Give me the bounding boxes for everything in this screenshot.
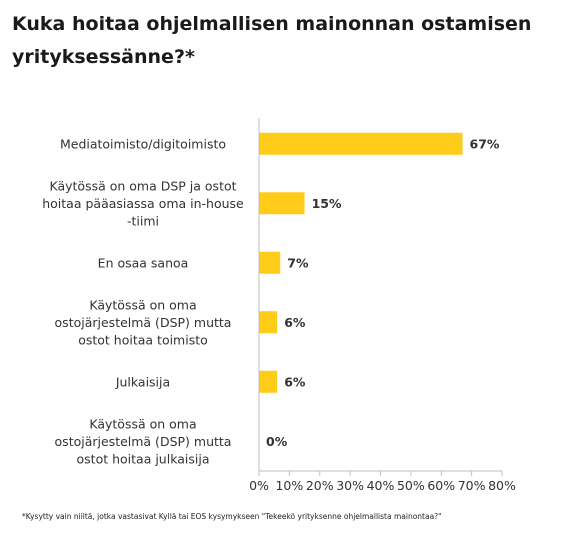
category-label: En osaa sanoa bbox=[98, 255, 189, 270]
value-label: 7% bbox=[287, 255, 309, 270]
x-tick-label: 80% bbox=[488, 478, 516, 493]
value-label: 0% bbox=[266, 434, 288, 449]
x-axis: 0% 10% 20% 30% 40% 50% 60% 70% 80% bbox=[249, 118, 516, 493]
category-label-line: En osaa sanoa bbox=[98, 255, 189, 270]
x-tick-label: 10% bbox=[275, 478, 303, 493]
category-label-line: ostot hoitaa julkaisija bbox=[77, 451, 210, 466]
category-label-line: ostojärjestelmä (DSP) mutta bbox=[55, 315, 232, 330]
category-label-line: ostojärjestelmä (DSP) mutta bbox=[55, 434, 232, 449]
category-label: Mediatoimisto/digitoimisto bbox=[60, 136, 226, 151]
category-label: Käytössä on oma ostojärjestelmä (DSP) mut… bbox=[55, 297, 232, 347]
category-label-line: ostot hoitaa toimisto bbox=[78, 332, 208, 347]
category-label-line: Käytössä on oma DSP ja ostot bbox=[49, 178, 236, 193]
category-label: Käytössä on oma DSP ja ostot hoitaa pääas… bbox=[42, 178, 244, 228]
x-tick-label: 50% bbox=[397, 478, 425, 493]
category-label: Julkaisija bbox=[115, 374, 170, 389]
bars-layer bbox=[259, 132, 463, 393]
value-label: 67% bbox=[470, 136, 500, 151]
category-label-line: -tiimi bbox=[127, 213, 159, 228]
x-tick-label: 60% bbox=[427, 478, 455, 493]
x-tick-label: 20% bbox=[306, 478, 334, 493]
bar bbox=[259, 132, 463, 155]
category-label-line: Käytössä on oma bbox=[89, 416, 196, 431]
value-label: 15% bbox=[312, 196, 342, 211]
x-tick-label: 30% bbox=[336, 478, 364, 493]
x-tick-label: 40% bbox=[367, 478, 395, 493]
value-labels: 67% 15% 7% 6% 6% 0% bbox=[266, 136, 500, 449]
chart-title: Kuka hoitaa ohjelmallisen mainonnan osta… bbox=[12, 13, 532, 68]
bar bbox=[259, 251, 281, 274]
bar bbox=[259, 370, 278, 393]
category-label-line: Julkaisija bbox=[115, 374, 170, 389]
category-label: Käytössä on oma ostojärjestelmä (DSP) mut… bbox=[55, 416, 232, 466]
value-label: 6% bbox=[284, 315, 306, 330]
footnote: *Kysytty vain niiltä, jotka vastasivat K… bbox=[22, 512, 442, 521]
category-label-line: Käytössä on oma bbox=[89, 297, 196, 312]
x-tick-label: 0% bbox=[249, 478, 269, 493]
value-label: 6% bbox=[284, 374, 306, 389]
bar bbox=[259, 311, 278, 334]
category-labels: Mediatoimisto/digitoimisto Käytössä on om… bbox=[42, 136, 244, 466]
bar bbox=[259, 192, 305, 215]
x-tick-label: 70% bbox=[458, 478, 486, 493]
category-label-line: hoitaa pääasiassa oma in-house bbox=[42, 196, 244, 211]
category-label-line: Mediatoimisto/digitoimisto bbox=[60, 136, 226, 151]
